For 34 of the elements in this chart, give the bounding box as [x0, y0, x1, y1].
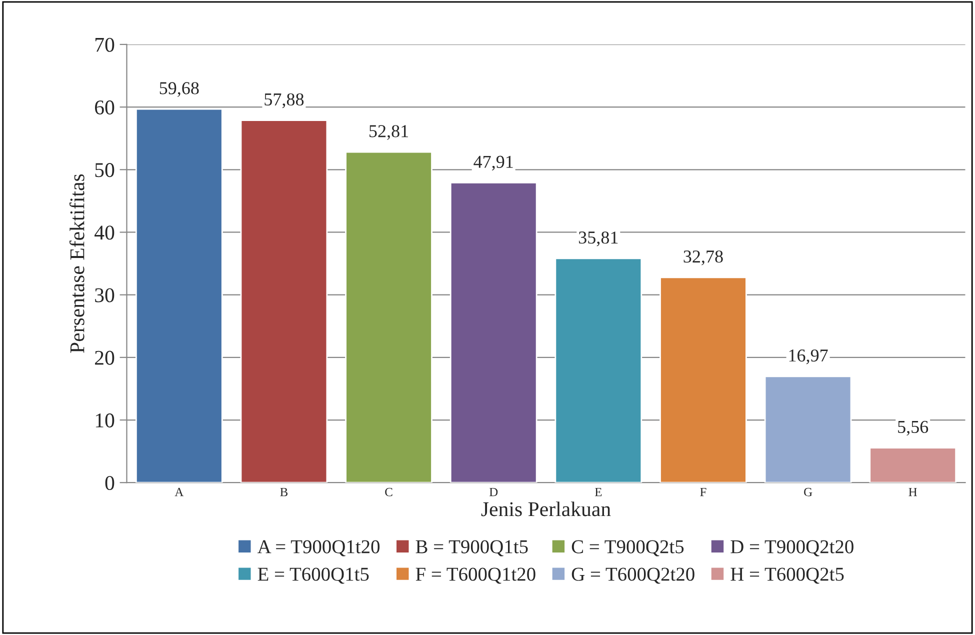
- legend-label: F = T600Q1t20: [416, 568, 536, 584]
- y-tick-label: 30: [95, 288, 114, 302]
- legend-label: C = T900Q2t5: [572, 540, 684, 556]
- data-label: 32,78: [684, 250, 723, 266]
- x-tick-label: B: [280, 488, 288, 496]
- legend-label: D = T900Q2t20: [730, 540, 854, 556]
- y-tick-label: 60: [95, 100, 114, 114]
- y-tick-label: 10: [96, 413, 114, 428]
- x-tick-label: A: [174, 488, 184, 496]
- data-label: 16,97: [789, 349, 828, 364]
- legend-label: A = T900Q1t20: [257, 540, 380, 556]
- y-tick-label: 40: [94, 226, 114, 240]
- x-tick-label: H: [908, 488, 917, 496]
- data-label: 35,81: [578, 231, 618, 246]
- y-axis-title: Persentase Efektifitas: [69, 174, 84, 353]
- data-label: 59,68: [160, 82, 199, 97]
- x-tick-label: C: [385, 488, 392, 496]
- x-tick-label: F: [700, 488, 706, 496]
- x-tick-label: G: [804, 488, 812, 496]
- data-label: 52,81: [370, 125, 408, 140]
- legend-label: H = T600Q2t5: [730, 568, 844, 584]
- legend-label: G = T600Q2t20: [572, 568, 694, 584]
- data-label: 47,91: [474, 156, 513, 171]
- y-tick-label: 70: [95, 38, 114, 52]
- data-label: 57,88: [264, 93, 304, 108]
- y-tick-label: 50: [95, 163, 114, 178]
- x-tick-label: D: [489, 488, 498, 496]
- y-tick-label: 20: [95, 350, 114, 365]
- y-tick-label: 0: [105, 476, 114, 490]
- x-tick-label: E: [594, 488, 602, 496]
- data-label: 5,56: [898, 420, 928, 436]
- legend-label: B = T900Q1t5: [416, 540, 528, 556]
- x-axis-title: Jenis Perlakuan: [481, 502, 611, 516]
- legend-label: E = T600Q1t5: [258, 568, 369, 584]
